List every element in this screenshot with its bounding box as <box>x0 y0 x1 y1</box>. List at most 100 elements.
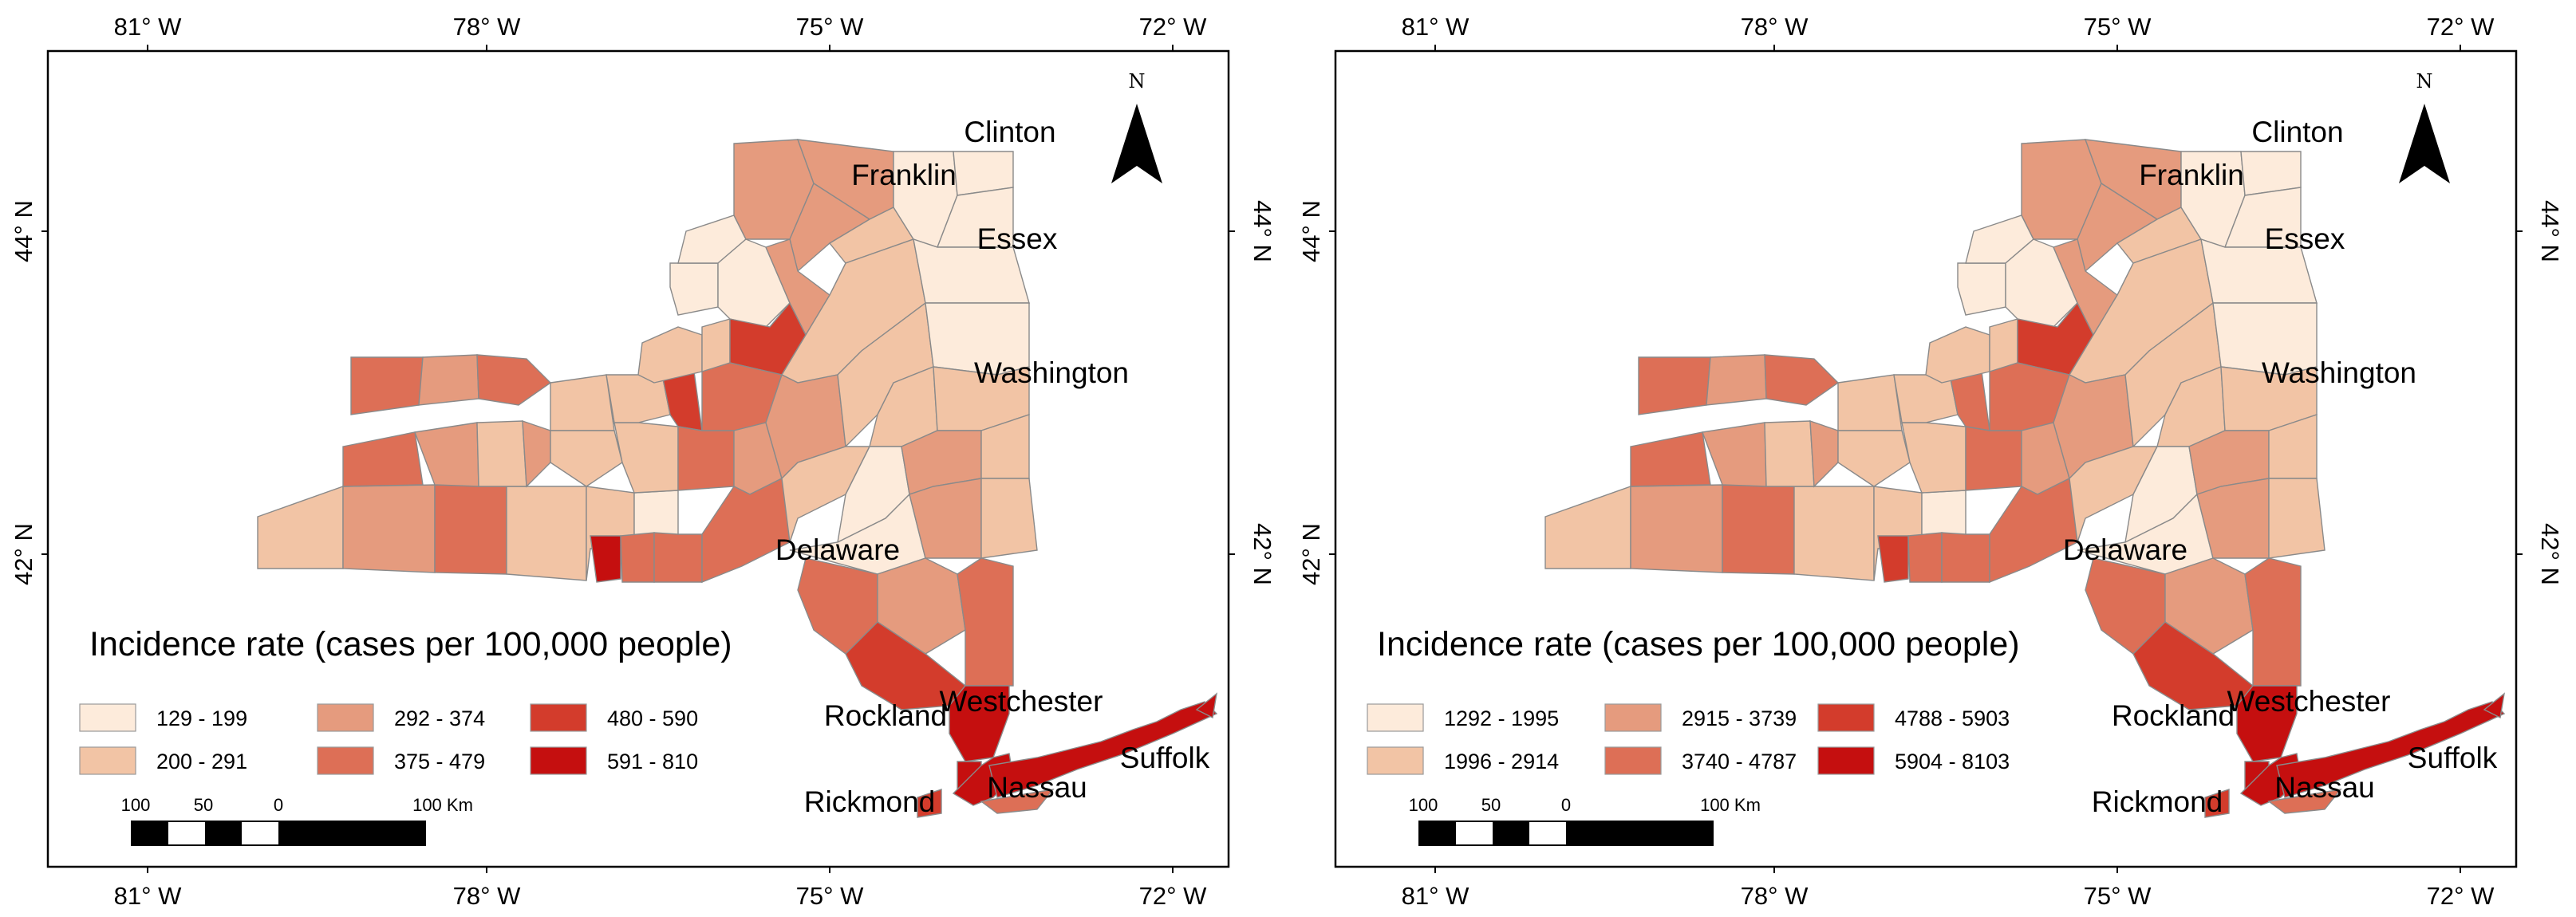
legend-label: 292 - 374 <box>394 706 485 730</box>
county-label: Essex <box>2265 222 2345 255</box>
choropleth-map: 81° W 81° W 78° W 78° W 75° W 75° W 72° W 72° W… <box>1297 13 2564 910</box>
county-shape <box>957 557 1014 687</box>
county-shape <box>1837 374 1903 431</box>
scale-bar: 100 50 0 100 Km <box>1409 795 1761 846</box>
county-shape <box>1630 431 1711 487</box>
legend-title: Incidence rate (cases per 100,000 people… <box>1377 625 2020 663</box>
county-shape <box>550 374 615 431</box>
legend-swatch <box>79 746 136 775</box>
latitude-tick-label: 42° N <box>2536 523 2564 585</box>
longitude-tick-label: 72° W <box>1139 13 1207 41</box>
county-shape <box>653 532 703 583</box>
county-shape <box>342 484 436 573</box>
county-shape <box>2236 685 2298 762</box>
county-label: Delaware <box>2063 533 2187 566</box>
county-label: Westchester <box>940 685 1103 718</box>
county-shape <box>1764 420 1815 487</box>
longitude-tick-label: 72° W <box>2427 13 2495 41</box>
legend-swatch <box>1604 746 1662 775</box>
county-shape <box>1837 430 1911 487</box>
county-shape <box>2204 789 2230 818</box>
north-arrow-label: N <box>2416 70 2433 92</box>
legend-label: 5904 - 8103 <box>1895 750 2010 773</box>
north-arrow-icon: N <box>2399 70 2450 183</box>
longitude-tick-label: 75° W <box>796 13 864 41</box>
county-layer <box>1544 139 2506 818</box>
county-label: Rockland <box>2112 699 2235 732</box>
legend-title: Incidence rate (cases per 100,000 people… <box>89 625 732 663</box>
latitude-tick-label: 42° N <box>1249 523 1276 585</box>
county-label: Nassau <box>987 771 1087 804</box>
county-shape <box>1893 374 1959 423</box>
scale-bar-label: 50 <box>194 795 213 815</box>
county-label: Rockland <box>824 699 947 732</box>
county-shape <box>550 430 623 487</box>
county-shape <box>606 374 671 423</box>
county-shape <box>1965 426 2022 491</box>
legend-swatch <box>530 703 587 732</box>
county-shape <box>1877 535 1909 583</box>
county-shape <box>2483 692 2505 719</box>
county-shape <box>949 685 1010 762</box>
longitude-tick-label: 75° W <box>796 882 864 910</box>
county-shape <box>1989 477 2078 584</box>
county-label: Suffolk <box>1120 742 1210 774</box>
county-layer <box>257 139 1218 818</box>
legend-label: 591 - 810 <box>607 750 698 773</box>
county-shape <box>342 431 424 487</box>
scale-bar: 100 50 0 100 Km <box>121 795 473 846</box>
legend-swatch <box>1817 746 1875 775</box>
county-label: Washington <box>2262 356 2416 389</box>
county-shape <box>980 478 1038 559</box>
county-shape <box>1195 692 1217 719</box>
choropleth-map: 81° W 81° W 78° W 78° W 75° W 75° W 72° W 72° W… <box>10 13 1276 910</box>
longitude-tick-label: 78° W <box>453 882 521 910</box>
scale-bar-label: 100 Km <box>412 795 473 815</box>
county-shape <box>506 486 587 581</box>
county-label: Franklin <box>851 159 957 191</box>
legend-label: 1292 - 1995 <box>1444 706 1559 730</box>
legend-swatch <box>1367 703 1424 732</box>
legend-label: 3740 - 4787 <box>1682 750 1797 773</box>
county-shape <box>2267 789 2342 814</box>
county-label: Nassau <box>2274 771 2374 804</box>
county-shape <box>1764 354 1840 406</box>
county-label: Rickmond <box>2092 785 2223 818</box>
county-label: Suffolk <box>2408 742 2498 774</box>
longitude-tick-label: 81° W <box>114 13 182 41</box>
legend-label: 1996 - 2914 <box>1444 750 1559 773</box>
legend-label: 375 - 479 <box>394 750 485 773</box>
scale-bar-label: 100 <box>121 795 151 815</box>
county-shape <box>1706 354 1767 406</box>
county-label: Clinton <box>2251 116 2343 148</box>
county-shape <box>2276 701 2506 798</box>
latitude-tick-label: 44° N <box>1249 200 1276 262</box>
county-shape <box>701 477 791 584</box>
legend-swatch <box>79 703 136 732</box>
latitude-tick-label: 44° N <box>10 200 37 262</box>
county-label: Washington <box>974 356 1129 389</box>
county-shape <box>620 532 655 583</box>
latitude-tick-label: 44° N <box>1297 200 1325 262</box>
longitude-tick-label: 75° W <box>2084 882 2152 910</box>
legend-label: 2915 - 3739 <box>1682 706 1797 730</box>
county-shape <box>434 484 507 575</box>
county-label: Clinton <box>964 116 1055 148</box>
map-panel-left: 81° W 81° W 78° W 78° W 75° W 75° W 72° W 72° W… <box>10 13 1276 910</box>
scale-bar-label: 100 <box>1409 795 1438 815</box>
county-shape <box>988 701 1218 798</box>
county-shape <box>350 356 424 415</box>
latitude-tick-label: 42° N <box>10 523 37 585</box>
legend-swatch <box>530 746 587 775</box>
longitude-tick-label: 75° W <box>2084 13 2152 41</box>
county-shape <box>1907 532 1943 583</box>
longitude-tick-label: 78° W <box>1741 13 1809 41</box>
county-label: Delaware <box>775 533 900 566</box>
legend-swatch <box>317 703 374 732</box>
legend-label: 4788 - 5903 <box>1895 706 2010 730</box>
longitude-tick-label: 81° W <box>1402 882 1469 910</box>
county-label: Rickmond <box>804 785 936 818</box>
longitude-tick-label: 72° W <box>2427 882 2495 910</box>
latitude-tick-label: 44° N <box>2536 200 2564 262</box>
longitude-tick-label: 78° W <box>453 13 521 41</box>
